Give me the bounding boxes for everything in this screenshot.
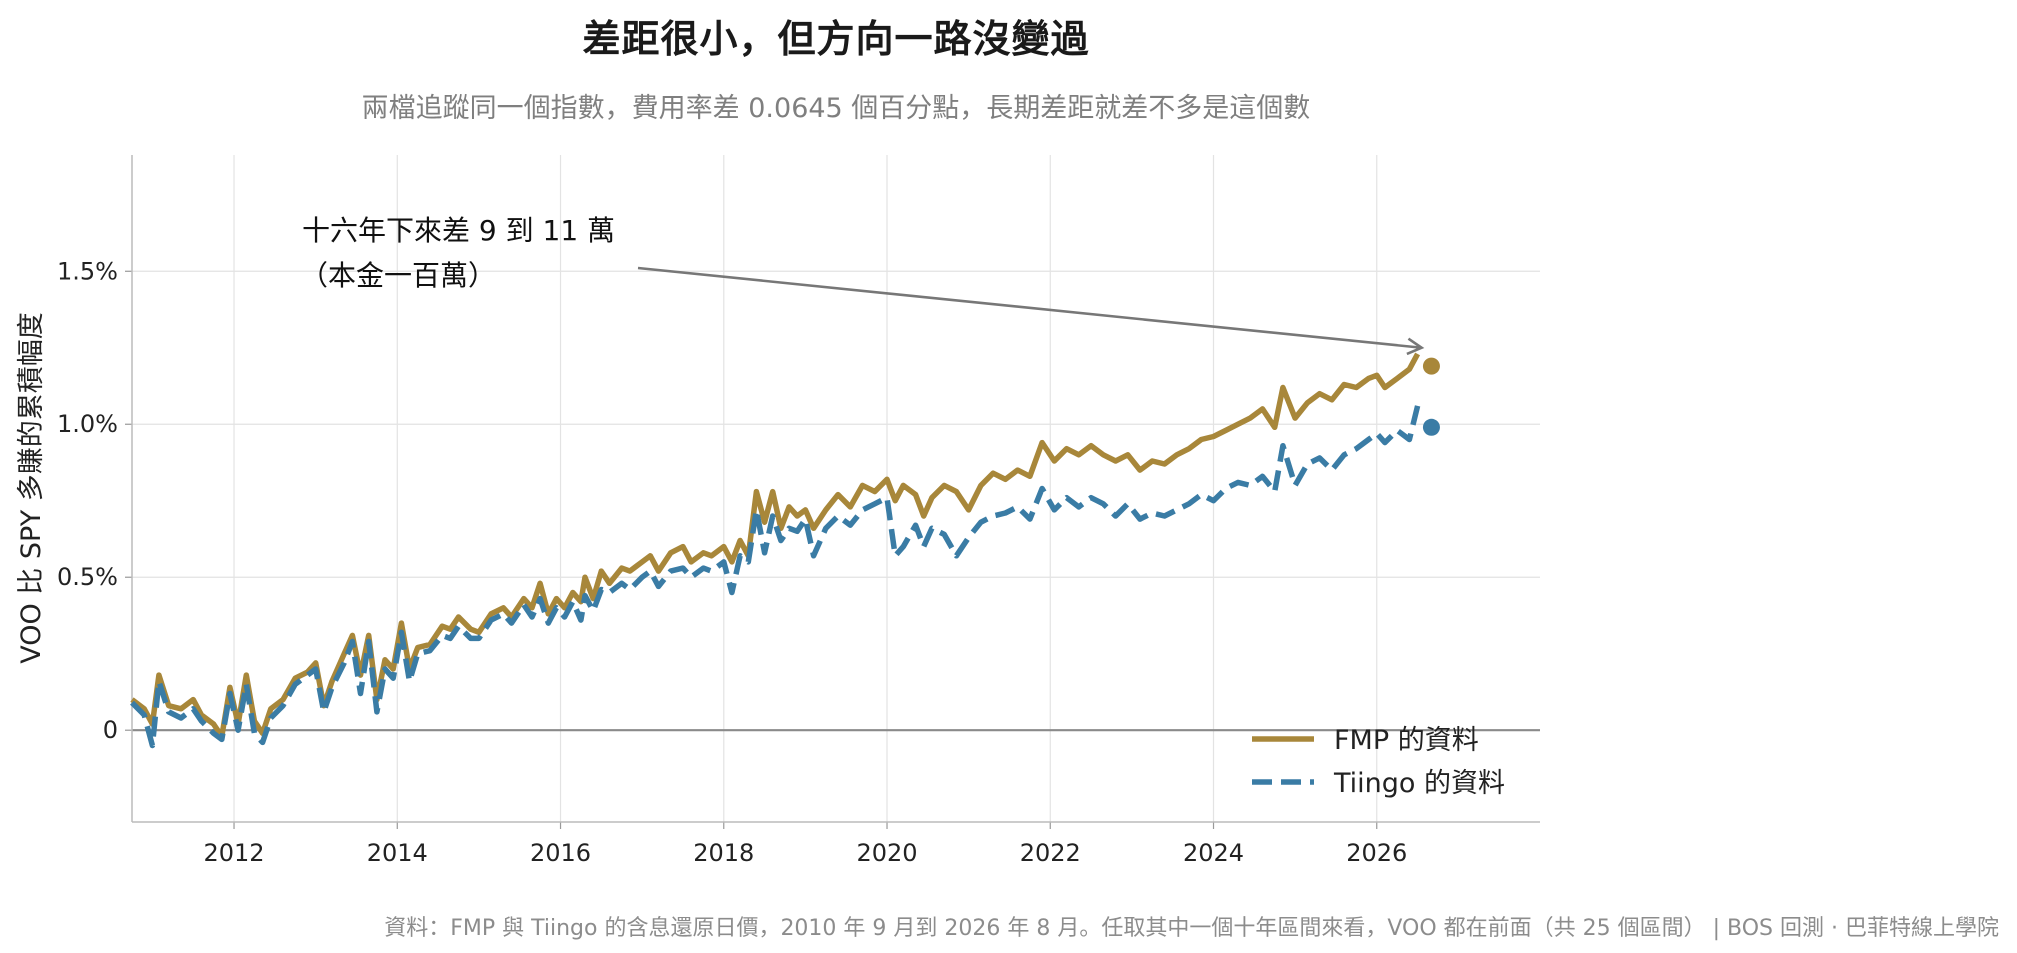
annotation-arrowhead xyxy=(1406,337,1425,356)
end-marker-tiingo xyxy=(1422,418,1440,436)
chart-title: 差距很小，但方向一路沒變過 xyxy=(582,17,1090,61)
legend: FMP 的資料 Tiingo 的資料 xyxy=(1252,725,1505,799)
x-tick-label: 2012 xyxy=(203,839,264,867)
annotation-line-1: 十六年下來差 9 到 11 萬 xyxy=(302,214,615,247)
x-tick-label: 2026 xyxy=(1346,839,1407,867)
x-tick-label: 2024 xyxy=(1183,839,1244,867)
legend-label-tiingo: Tiingo 的資料 xyxy=(1333,768,1505,799)
y-tick-label: 1.5% xyxy=(57,257,118,285)
y-tick-label: 0.5% xyxy=(57,563,118,591)
series-line-fmp xyxy=(130,352,1421,740)
annotation-line-2: （本金一百萬） xyxy=(300,259,496,292)
legend-label-fmp: FMP 的資料 xyxy=(1334,725,1479,756)
x-tick-label: 2020 xyxy=(856,839,917,867)
x-tick-label: 2016 xyxy=(530,839,591,867)
x-tick-label: 2022 xyxy=(1020,839,1081,867)
series-line-tiingo xyxy=(130,405,1421,749)
y-tick-label: 1.0% xyxy=(57,410,118,438)
end-marker-fmp xyxy=(1422,357,1440,375)
grid xyxy=(132,155,1540,822)
source-footer: 資料：FMP 與 Tiingo 的含息還原日價，2010 年 9 月到 2026… xyxy=(384,916,1999,941)
x-tick-label: 2014 xyxy=(367,839,428,867)
annotation-arrow xyxy=(637,266,1422,350)
x-tick-label: 2018 xyxy=(693,839,754,867)
axes: 2012 2014 2016 2018 2020 2022 2024 2026 0 0.5% 1.0… xyxy=(57,155,1540,867)
y-axis-label: VOO 比 SPY 多賺的累積幅度 xyxy=(16,312,47,664)
annotation: 十六年下來差 9 到 11 萬 （本金一百萬） xyxy=(300,214,1425,356)
chart-subtitle: 兩檔追蹤同一個指數，費用率差 0.0645 個百分點，長期差距就差不多是這個數 xyxy=(361,93,1311,124)
series-layer xyxy=(130,352,1440,749)
y-tick-label: 0 xyxy=(103,716,118,744)
